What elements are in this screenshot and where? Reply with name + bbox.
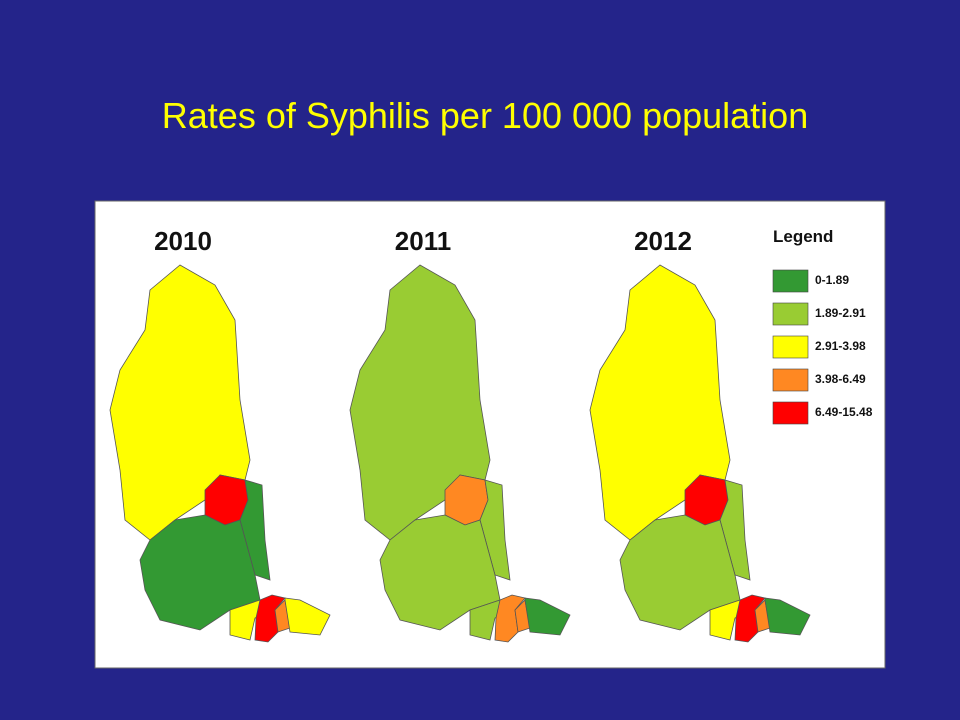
legend-swatch — [772, 368, 809, 392]
map-year: 2010 — [154, 226, 212, 256]
map: 2011 — [349, 226, 571, 643]
region — [719, 479, 751, 581]
legend-swatch — [772, 401, 809, 425]
region — [479, 479, 511, 581]
map-year: 2012 — [634, 226, 692, 256]
region — [239, 479, 271, 581]
legend: 0-1.89 1.89-2.91 2.91-3.98 3.98-6.49 6.49-15… — [772, 269, 873, 425]
maps: 2010 2011 2012 — [109, 226, 811, 643]
region — [524, 597, 571, 636]
region — [284, 597, 331, 636]
legend-label: 3.98-6.49 — [815, 372, 866, 386]
legend-swatch — [772, 335, 809, 359]
map: 2012 — [589, 226, 811, 643]
map: 2010 — [109, 226, 331, 643]
legend-swatch — [772, 302, 809, 326]
map-year: 2011 — [395, 226, 451, 256]
legend-label: 0-1.89 — [815, 273, 849, 287]
slide-title: Rates of Syphilis per 100 000 population — [162, 95, 808, 136]
legend-title: Legend — [773, 227, 833, 246]
legend-label: 2.91-3.98 — [815, 339, 866, 353]
region — [764, 597, 811, 636]
legend-swatch — [772, 269, 809, 293]
legend-label: 1.89-2.91 — [815, 306, 866, 320]
legend-label: 6.49-15.48 — [815, 405, 873, 419]
